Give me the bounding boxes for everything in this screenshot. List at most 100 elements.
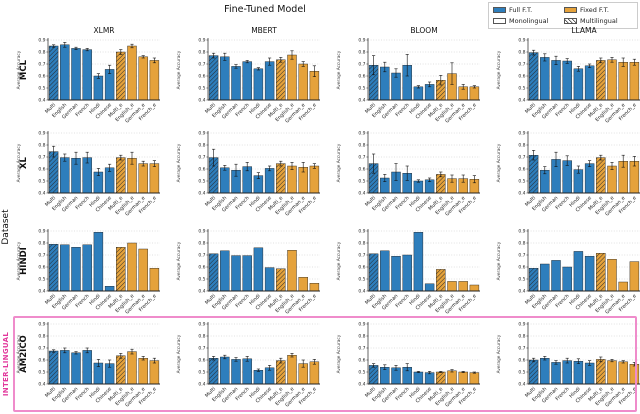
y-tick-label: 0.7 — [198, 155, 205, 161]
y-tick-label: 0.8 — [358, 334, 365, 340]
bar-German — [71, 352, 81, 385]
y-tick-label: 0.5 — [38, 86, 45, 92]
subplot-am2ico-llama: 0.4 0.5 0.6 0.7 0.8 0.9 Average Accuracy Multi E… — [490, 320, 640, 414]
bar-English_e — [607, 165, 617, 194]
y-tick-label: 0.5 — [38, 179, 45, 185]
bar-Chinese — [584, 163, 595, 194]
y-tick-label: 0.6 — [358, 265, 365, 271]
bar-French_e — [629, 364, 640, 385]
bar-English_e — [287, 54, 297, 101]
subplot-xl-xlmr: 0.4 0.5 0.6 0.7 0.8 0.9 Average Accuracy Multi E… — [10, 129, 162, 225]
fixed-ft-swatch-icon — [564, 7, 577, 13]
subplot-am2ico-bloom: 0.4 0.5 0.6 0.7 0.8 0.9 Average Accuracy Multi E… — [330, 320, 482, 414]
y-tick-label: 0.8 — [38, 143, 45, 149]
bar-Hindi — [413, 371, 424, 385]
y-tick-label: 0.5 — [198, 277, 205, 283]
bar-English — [60, 44, 70, 101]
bar-Hindi — [573, 361, 584, 385]
bar-French_e — [149, 268, 160, 292]
bar-German — [71, 247, 81, 292]
y-axis-label: Average Accuracy — [176, 50, 182, 89]
bar-German_e — [138, 56, 148, 101]
legend-item-full-ft: Full F.T. — [493, 6, 562, 14]
bar-German — [231, 66, 241, 101]
bar-Chinese — [264, 267, 275, 292]
subplot-am2ico-mbert: 0.4 0.5 0.6 0.7 0.8 0.9 Average Accuracy Multi E… — [170, 320, 322, 414]
y-tick-label: 0.7 — [358, 155, 365, 161]
bar-English_e — [607, 259, 617, 292]
bar-Multi_e — [436, 174, 446, 194]
y-tick-label: 0.6 — [38, 358, 45, 364]
y-tick-label: 0.5 — [518, 277, 525, 283]
y-tick-label: 0.4 — [358, 98, 365, 104]
bar-Multi — [208, 358, 219, 385]
y-tick-label: 0.8 — [518, 50, 525, 56]
y-tick-label: 0.8 — [198, 143, 205, 149]
bar-German_e — [458, 281, 468, 292]
bar-French_e — [629, 62, 640, 101]
column-title-bloom: BLOOM — [410, 26, 438, 35]
y-tick-label: 0.6 — [518, 358, 525, 364]
y-tick-label: 0.4 — [198, 191, 205, 197]
y-tick-label: 0.4 — [198, 289, 205, 295]
subplot-hindi-mbert: 0.4 0.5 0.6 0.7 0.8 0.9 Average Accuracy Multi E… — [170, 227, 322, 323]
column-title-llama: LLAMA — [571, 26, 597, 35]
y-tick-label: 0.7 — [518, 253, 525, 259]
y-tick-label: 0.5 — [358, 277, 365, 283]
y-tick-label: 0.7 — [38, 62, 45, 68]
bar-Multi — [208, 55, 219, 101]
bar-French_e — [149, 60, 160, 101]
y-tick-label: 0.4 — [358, 191, 365, 197]
y-axis-label: Average Accuracy — [176, 143, 182, 182]
y-tick-label: 0.9 — [198, 131, 205, 137]
y-tick-label: 0.8 — [358, 143, 365, 149]
figure-title: Fine-Tuned Model — [224, 4, 306, 15]
y-tick-label: 0.7 — [358, 346, 365, 352]
bar-German_e — [138, 358, 148, 385]
y-tick-label: 0.7 — [198, 62, 205, 68]
y-tick-label: 0.5 — [518, 370, 525, 376]
legend-item-monolingual: Monolingual — [493, 17, 562, 25]
y-axis-label: Average Accuracy — [336, 143, 342, 182]
bar-Multi_e — [116, 51, 126, 101]
bar-German_e — [618, 361, 628, 385]
y-tick-label: 0.5 — [518, 86, 525, 92]
y-tick-label: 0.6 — [518, 167, 525, 173]
subplot-xl-llama: 0.4 0.5 0.6 0.7 0.8 0.9 Average Accuracy Multi E… — [490, 129, 640, 225]
bar-Multi — [528, 52, 539, 101]
y-tick-label: 0.7 — [198, 253, 205, 259]
bar-French_e — [149, 163, 160, 194]
legend-label-full-ft: Full F.T. — [509, 6, 533, 14]
y-tick-label: 0.6 — [518, 265, 525, 271]
bar-Multi_e — [596, 60, 606, 101]
bar-Hindi — [573, 68, 584, 101]
bar-German — [231, 255, 241, 292]
bar-English_e — [447, 281, 457, 292]
bar-Multi — [528, 268, 539, 292]
y-tick-label: 0.8 — [518, 241, 525, 247]
y-tick-label: 0.9 — [518, 322, 525, 328]
bar-English — [540, 263, 550, 292]
y-tick-label: 0.9 — [38, 229, 45, 235]
y-tick-label: 0.5 — [198, 86, 205, 92]
y-tick-label: 0.9 — [518, 131, 525, 137]
bar-French — [82, 49, 92, 101]
y-tick-label: 0.4 — [518, 191, 525, 197]
y-tick-label: 0.6 — [518, 74, 525, 80]
subplot-hindi-xlmr: 0.4 0.5 0.6 0.7 0.8 0.9 Average Accuracy Multi E… — [10, 227, 162, 323]
y-tick-label: 0.9 — [38, 38, 45, 44]
bar-French — [242, 358, 252, 385]
bar-English — [60, 157, 70, 194]
y-tick-label: 0.8 — [358, 241, 365, 247]
y-axis-label: Average Accuracy — [496, 334, 502, 373]
bar-Chinese — [584, 65, 595, 101]
column-title-mbert: MBERT — [251, 26, 277, 35]
y-tick-label: 0.7 — [38, 346, 45, 352]
bar-Multi — [48, 45, 59, 101]
bar-Multi_e — [276, 360, 286, 385]
bar-French_e — [469, 284, 480, 292]
y-tick-label: 0.6 — [198, 167, 205, 173]
subplot-mcl-bloom: 0.4 0.5 0.6 0.7 0.8 0.9 Average Accuracy Multi E… — [330, 36, 482, 132]
bar-French — [402, 254, 412, 292]
